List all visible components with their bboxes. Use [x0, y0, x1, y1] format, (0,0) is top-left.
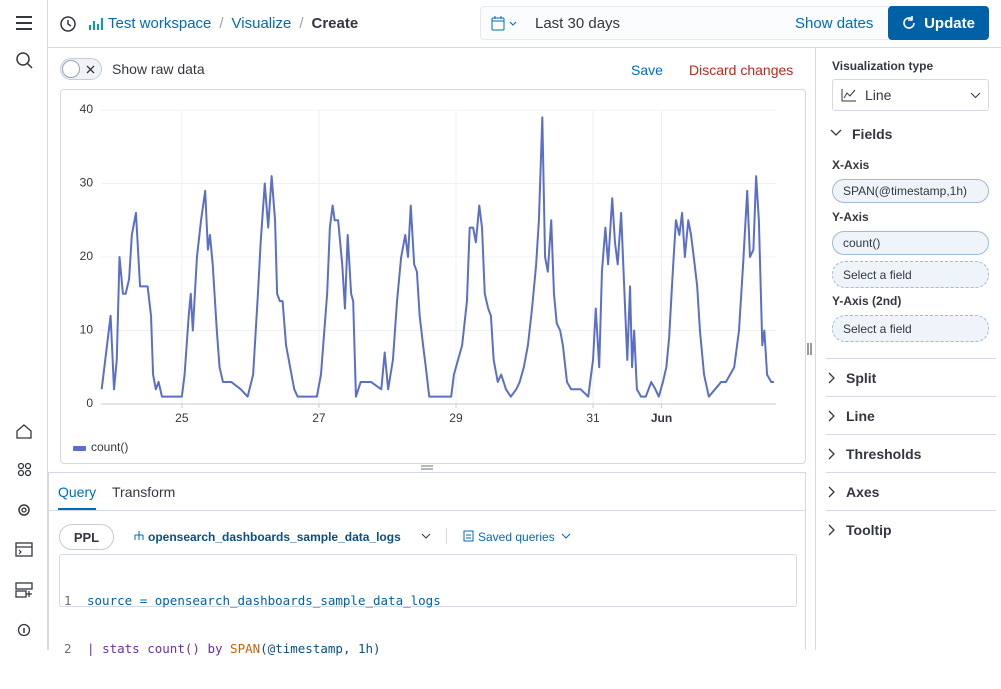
language-badge[interactable]: PPL	[59, 524, 114, 550]
axis-label: Y-Axis (2nd)	[832, 294, 902, 308]
page: Test workspace / Visualize / Create Last 3…	[0, 0, 1001, 656]
field-drop[interactable]: Select a field	[832, 261, 989, 288]
breadcrumb[interactable]: Test workspace	[108, 15, 212, 32]
history-icon[interactable]	[58, 14, 78, 34]
tabs: Query Transform	[49, 473, 805, 511]
x-tick-label: Jun	[651, 411, 672, 425]
search-icon[interactable]	[16, 52, 30, 66]
update-button[interactable]: Update	[888, 6, 989, 40]
function: count()	[147, 641, 200, 656]
tab[interactable]: Transform	[112, 484, 176, 500]
identifier: opensearch_dashboards_sample_data_logs	[154, 593, 441, 608]
accordion[interactable]: Tooltip	[826, 510, 996, 548]
saved-icon	[463, 530, 474, 542]
accordion-title: Tooltip	[846, 521, 892, 538]
tab[interactable]: Query	[58, 484, 97, 510]
field-pill[interactable]: SPAN(@timestamp,1h)	[832, 179, 989, 203]
legend-swatch	[73, 446, 86, 451]
code-line: 2 | stats count() by SPAN(@timestamp, 1h)	[60, 641, 796, 659]
accordion[interactable]: Thresholds	[826, 434, 996, 472]
header: Test workspace / Visualize / Create Last 3…	[48, 0, 1001, 48]
config-panel: Visualization type Line Fields X-Axis SP…	[807, 48, 1001, 650]
y-tick-label: 10	[80, 323, 94, 337]
nav-icons	[15, 16, 33, 637]
axis-label: X-Axis	[832, 158, 870, 172]
field-drop[interactable]: Select a field	[832, 315, 989, 342]
function: SPAN	[230, 641, 261, 656]
field-pill[interactable]: count()	[832, 231, 989, 255]
chart: 0 10 20 30 40 25 27 29 31 Jun count()	[73, 102, 776, 454]
workspace-icon	[89, 18, 103, 30]
type-value: Line	[865, 87, 892, 103]
home-icon[interactable]	[16, 424, 32, 439]
type-select[interactable]: Line	[832, 79, 989, 111]
line-series	[100, 116, 774, 398]
index-icon	[134, 531, 144, 540]
y-tick-label: 40	[80, 102, 94, 116]
axis-label: Y-Axis	[832, 210, 869, 224]
x-tick-label: 31	[586, 411, 600, 425]
y-tick-label: 20	[80, 249, 94, 263]
operator: =	[139, 593, 148, 608]
accordion-title: Split	[846, 369, 877, 386]
apps-icon[interactable]	[17, 462, 32, 477]
discard-button[interactable]: Discard changes	[689, 62, 794, 78]
operator: |	[87, 641, 95, 656]
line-number: 2	[64, 641, 72, 656]
refresh-icon	[903, 16, 915, 29]
accordion-title: Line	[846, 407, 875, 424]
type-label: Visualization type	[832, 59, 934, 73]
accordion-title: Thresholds	[846, 445, 922, 462]
update-label: Update	[924, 14, 975, 32]
resize-handle[interactable]	[420, 464, 434, 472]
side-nav	[0, 0, 48, 650]
save-button[interactable]: Save	[631, 62, 663, 78]
breadcrumbs: Test workspace / Visualize / Create	[108, 15, 359, 32]
accordion[interactable]: Line	[826, 396, 996, 434]
date-picker[interactable]: Last 30 days Show dates	[480, 6, 928, 40]
saved-queries[interactable]: Saved queries	[478, 530, 555, 544]
keyword: source	[87, 593, 133, 608]
accordion[interactable]: Split	[826, 358, 996, 396]
breadcrumb[interactable]: Visualize	[231, 15, 292, 32]
show-dates[interactable]: Show dates	[795, 15, 874, 32]
code-line: 1 source = opensearch_dashboards_sample_d…	[60, 593, 796, 611]
legend-label: count()	[91, 440, 128, 454]
accordion[interactable]: Axes	[826, 472, 996, 510]
menu-icon[interactable]	[16, 16, 32, 30]
index-selector[interactable]: opensearch_dashboards_sample_data_logs	[148, 530, 401, 544]
query-panel: Query Transform PPL opensearch_dashboard…	[48, 472, 806, 656]
raw-toggle[interactable]	[60, 58, 102, 80]
y-tick-label: 0	[86, 396, 93, 410]
raw-label: Show raw data	[112, 61, 205, 77]
code-editor[interactable]: 1 source = opensearch_dashboards_sample_d…	[59, 554, 797, 656]
chart-panel: 0 10 20 30 40 25 27 29 31 Jun count()	[60, 89, 806, 464]
date-range[interactable]: Last 30 days	[535, 15, 621, 32]
breadcrumb: Create	[311, 15, 359, 32]
x-tick-label: 27	[312, 411, 326, 425]
settings-icon[interactable]	[18, 504, 30, 516]
calendar-icon[interactable]	[491, 16, 519, 32]
keyword: stats	[102, 641, 140, 656]
y-tick-label: 30	[80, 176, 94, 190]
keyword: by	[207, 641, 223, 656]
line-number: 1	[64, 593, 72, 608]
x-tick-label: 25	[175, 411, 189, 425]
arguments: (@timestamp, 1h)	[260, 641, 381, 656]
accordion-title: Axes	[846, 483, 880, 500]
x-tick-label: 29	[449, 411, 463, 425]
help-icon[interactable]	[17, 623, 31, 637]
fields-heading[interactable]: Fields	[852, 126, 893, 142]
console-icon[interactable]	[15, 542, 33, 557]
data-icon[interactable]	[15, 582, 33, 590]
